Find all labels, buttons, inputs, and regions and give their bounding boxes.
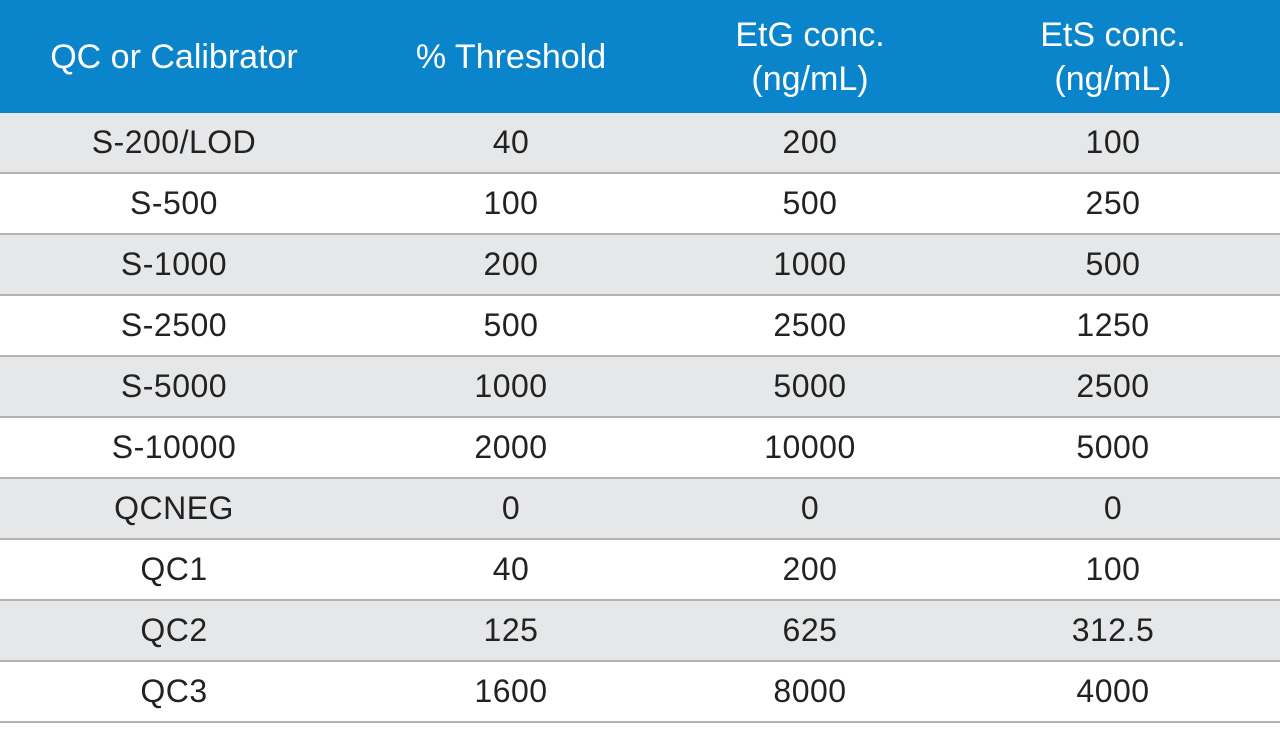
cell-sample: S-500: [130, 185, 218, 221]
cell-etg: 8000: [773, 673, 847, 709]
cell-etg: 1000: [773, 246, 847, 282]
cell-sample: S-10000: [111, 429, 237, 465]
cell-sample: QC3: [140, 673, 208, 709]
cell-threshold: 200: [483, 246, 539, 282]
cell-ets: 100: [1085, 124, 1141, 160]
cell-ets: 100: [1085, 551, 1141, 587]
table-row: QC2 125 625 312.5: [0, 601, 1280, 662]
cell-etg: 200: [782, 124, 838, 160]
cell-threshold: 100: [483, 185, 539, 221]
cell-etg: 0: [800, 490, 820, 526]
cell-sample: QCNEG: [114, 490, 234, 526]
header-etg-conc: EtG conc. (ng/mL): [735, 15, 885, 98]
header-ets-conc: EtS conc. (ng/mL): [1040, 15, 1186, 98]
cell-ets: 312.5: [1071, 612, 1155, 648]
cell-ets: 1250: [1076, 307, 1150, 343]
cell-sample: QC2: [140, 612, 208, 648]
cell-threshold: 1600: [474, 673, 548, 709]
cell-ets: 5000: [1076, 429, 1150, 465]
table-row: QC1 40 200 100: [0, 540, 1280, 601]
table-row: S-10000 2000 10000 5000: [0, 418, 1280, 479]
table-row: S-500 100 500 250: [0, 174, 1280, 235]
cell-threshold: 2000: [474, 429, 548, 465]
table-body: S-200/LOD 40 200 100 S-500 100 500 250 S…: [0, 113, 1280, 723]
cell-etg: 10000: [764, 429, 856, 465]
cell-etg: 2500: [773, 307, 847, 343]
cell-threshold: 0: [501, 490, 521, 526]
cell-ets: 4000: [1076, 673, 1150, 709]
cell-threshold: 40: [492, 124, 530, 160]
header-qc-or-calibrator: QC or Calibrator: [50, 37, 298, 76]
table-row: S-2500 500 2500 1250: [0, 296, 1280, 357]
cell-ets: 250: [1085, 185, 1141, 221]
cell-sample: S-1000: [120, 246, 228, 282]
table-row: S-1000 200 1000 500: [0, 235, 1280, 296]
cell-threshold: 40: [492, 551, 530, 587]
table-row: QC3 1600 8000 4000: [0, 662, 1280, 723]
cell-sample: S-2500: [120, 307, 228, 343]
cell-sample: S-5000: [120, 368, 228, 404]
cell-ets: 2500: [1076, 368, 1150, 404]
cell-etg: 200: [782, 551, 838, 587]
cell-etg: 5000: [773, 368, 847, 404]
table-row: QCNEG 0 0 0: [0, 479, 1280, 540]
cell-sample: QC1: [140, 551, 208, 587]
cell-etg: 500: [782, 185, 838, 221]
table-row: S-5000 1000 5000 2500: [0, 357, 1280, 418]
table-row: S-200/LOD 40 200 100: [0, 113, 1280, 174]
header-percent-threshold: % Threshold: [415, 37, 607, 76]
cell-ets: 0: [1103, 490, 1123, 526]
table-header: QC or Calibrator % Threshold EtG conc. (…: [0, 0, 1280, 113]
cell-threshold: 500: [483, 307, 539, 343]
cell-threshold: 1000: [474, 368, 548, 404]
cell-sample: S-200/LOD: [91, 124, 257, 160]
cell-threshold: 125: [483, 612, 539, 648]
cell-ets: 500: [1085, 246, 1141, 282]
cell-etg: 625: [782, 612, 838, 648]
